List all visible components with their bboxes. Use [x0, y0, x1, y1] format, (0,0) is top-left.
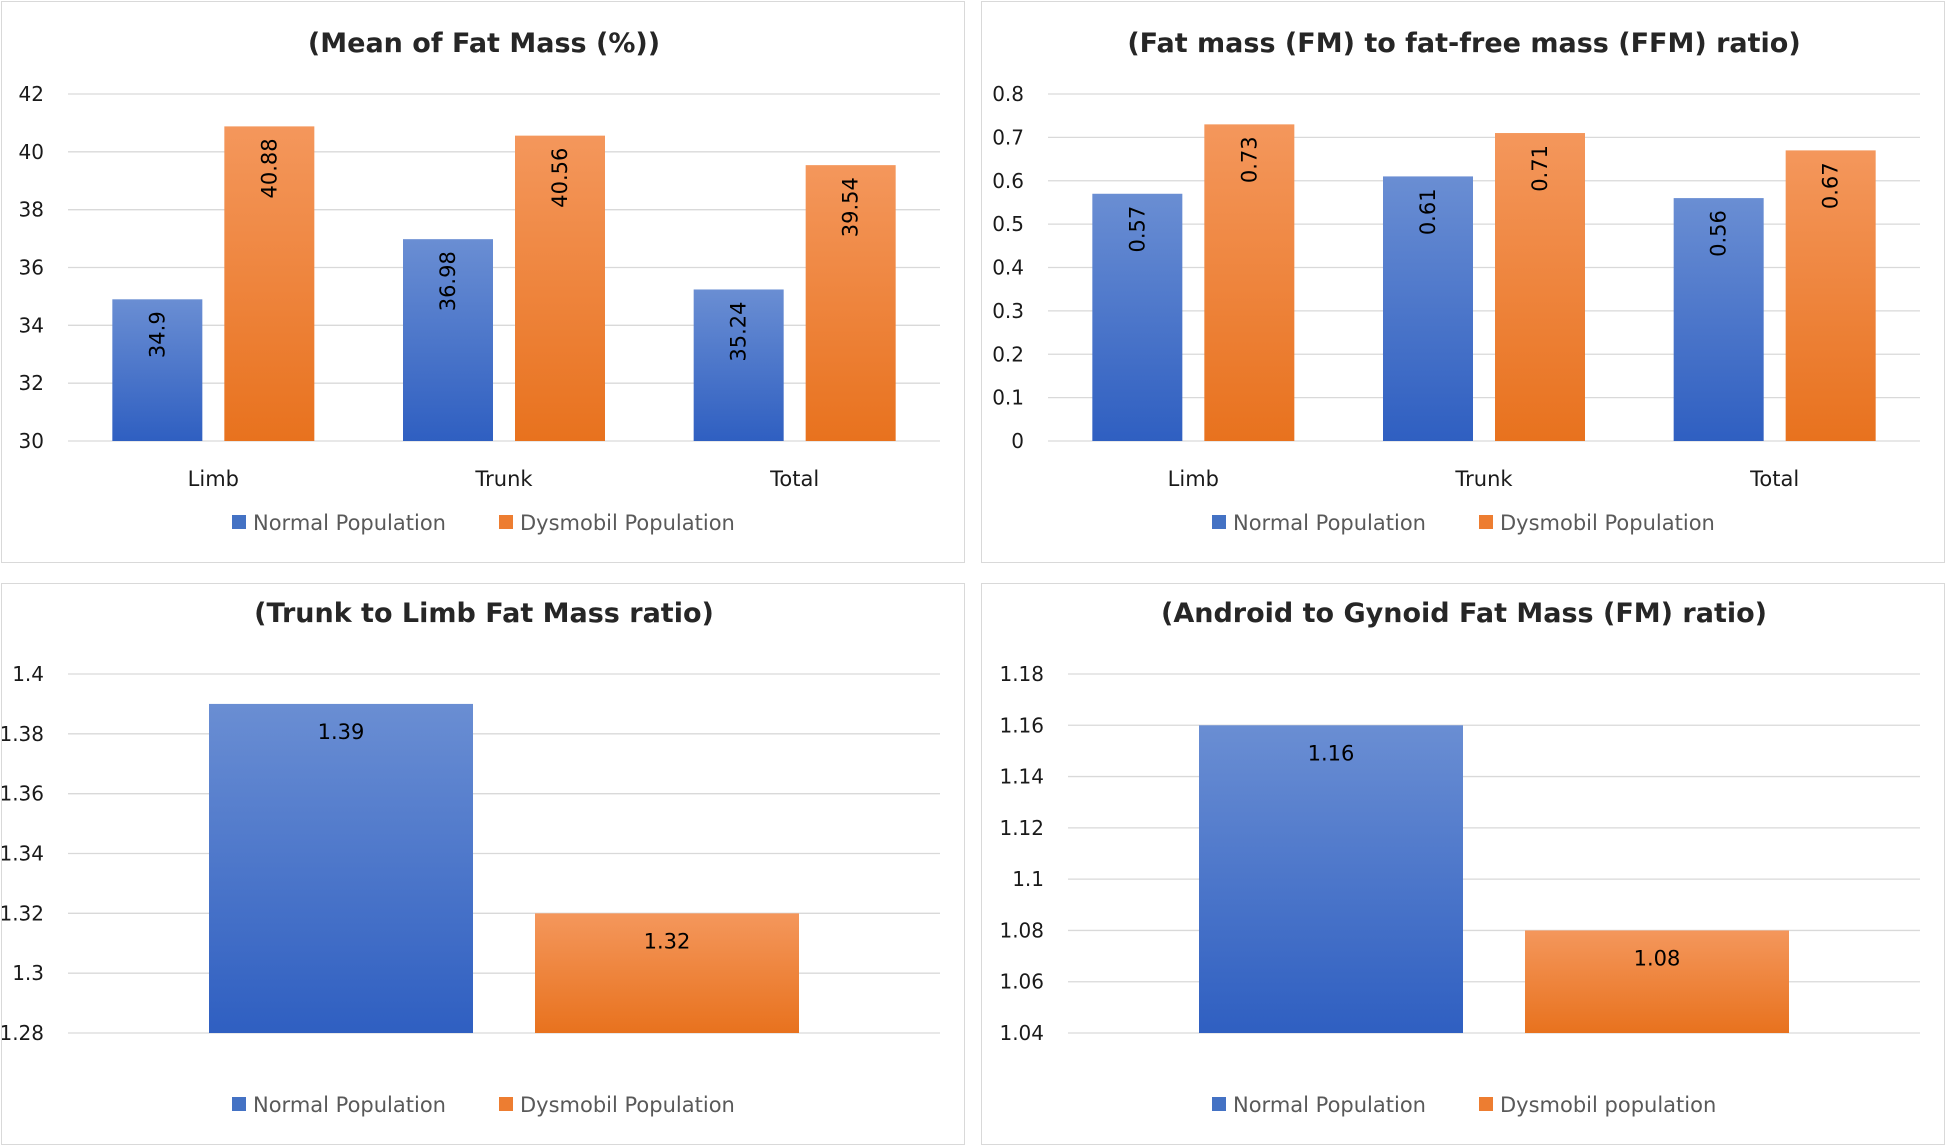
legend-swatch-normal	[232, 1097, 246, 1111]
y-tick-label: 30	[19, 429, 44, 453]
legend-label-dysmobil: Dysmobil Population	[520, 1093, 735, 1117]
y-tick-label: 1.12	[999, 816, 1044, 840]
legend-swatch-dysmobil	[499, 1097, 513, 1111]
data-label: 0.56	[1707, 210, 1731, 257]
chart-title: (Mean of Fat Mass (%))	[308, 28, 660, 59]
bar-normal-limb	[112, 299, 203, 441]
category-label: Trunk	[1454, 467, 1513, 491]
y-tick-label: 42	[19, 82, 44, 106]
legend-label-dysmobil: Dysmobil Population	[520, 511, 735, 535]
bar-normal	[1199, 725, 1463, 1033]
chart-panel-trunk-limb-ratio: (Trunk to Limb Fat Mass ratio) 1.28 1.3 1.3…	[1, 583, 965, 1145]
chart-panel-mean-fat-mass: (Mean of Fat Mass (%)) 30 32 34 36 38 40 42 34.9…	[1, 1, 965, 563]
category-label: Total	[769, 467, 819, 491]
data-label: 1.32	[644, 929, 691, 953]
legend-swatch-normal	[1212, 515, 1226, 529]
y-tick-label: 1.14	[999, 765, 1044, 789]
y-tick-label: 1.08	[999, 918, 1044, 942]
legend-label-normal: Normal Population	[1233, 511, 1426, 535]
legend-label-dysmobil: Dysmobil Population	[1500, 511, 1715, 535]
bar-dysmobil-limb	[224, 126, 315, 442]
y-tick-label: 0.6	[992, 169, 1024, 193]
legend-label-normal: Normal Population	[253, 1093, 446, 1117]
y-tick-label: 1.16	[999, 713, 1044, 737]
data-label: 1.16	[1308, 741, 1355, 765]
chart-title: (Android to Gynoid Fat Mass (FM) ratio)	[1161, 598, 1767, 629]
category-label: Limb	[1168, 467, 1219, 491]
data-label: 36.98	[436, 251, 460, 311]
bar-normal-limb	[1092, 193, 1183, 441]
y-tick-label: 1.18	[999, 662, 1044, 686]
chart-title: (Fat mass (FM) to fat-free mass (FFM) ra…	[1127, 28, 1800, 59]
data-label: 40.88	[257, 138, 281, 198]
bar-dysmobil-total	[805, 165, 896, 441]
y-tick-label: 1.32	[2, 901, 44, 925]
chart-panel-android-gynoid-ratio: (Android to Gynoid Fat Mass (FM) ratio) 1…	[981, 583, 1945, 1145]
data-label: 34.9	[145, 311, 169, 358]
legend-swatch-dysmobil	[1479, 515, 1493, 529]
category-label: Limb	[188, 467, 239, 491]
data-label: 0.73	[1237, 136, 1261, 183]
legend-label-dysmobil: Dysmobil population	[1500, 1093, 1716, 1117]
bar-dysmobil-trunk	[515, 135, 605, 441]
legend-label-normal: Normal Population	[1233, 1093, 1426, 1117]
y-tick-label: 1.1	[1012, 867, 1044, 891]
data-label: 0.57	[1125, 206, 1149, 253]
legend-label-normal: Normal Population	[253, 511, 446, 535]
chart-svg: (Trunk to Limb Fat Mass ratio) 1.28 1.3 1.3…	[2, 598, 940, 1117]
bar-dysmobil-trunk	[1495, 133, 1585, 441]
y-tick-label: 0.4	[992, 256, 1024, 280]
y-tick-label: 0.3	[992, 299, 1024, 323]
y-tick-label: 0.8	[992, 82, 1024, 106]
bar-dysmobil-limb	[1204, 124, 1295, 442]
chart-svg: (Mean of Fat Mass (%)) 30 32 34 36 38 40 42 34.9…	[19, 28, 940, 535]
y-tick-label: 0.7	[992, 125, 1024, 149]
data-label: 0.71	[1528, 145, 1552, 192]
y-tick-label: 1.34	[2, 842, 44, 866]
data-label: 40.56	[548, 148, 572, 208]
legend-swatch-normal	[1212, 1097, 1226, 1111]
y-tick-label: 1.36	[2, 782, 44, 806]
bar-dysmobil-total	[1785, 150, 1876, 441]
legend-swatch-normal	[232, 515, 246, 529]
chart-title: (Trunk to Limb Fat Mass ratio)	[254, 598, 714, 629]
y-tick-label: 1.06	[999, 970, 1044, 994]
data-label: 0.67	[1819, 162, 1843, 209]
data-label: 35.24	[727, 301, 751, 361]
y-tick-label: 1.38	[2, 722, 44, 746]
y-tick-label: 0.1	[992, 386, 1024, 410]
data-label: 0.61	[1416, 188, 1440, 235]
y-tick-label: 1.4	[12, 662, 44, 686]
chart-svg: (Fat mass (FM) to fat-free mass (FFM) ra…	[992, 28, 1920, 535]
y-tick-label: 36	[19, 256, 44, 280]
bar-normal-total	[1673, 198, 1764, 441]
y-tick-label: 0.2	[992, 342, 1024, 366]
bar-normal-total	[693, 289, 784, 441]
y-tick-label: 32	[19, 371, 44, 395]
chart-svg: (Android to Gynoid Fat Mass (FM) ratio) 1…	[999, 598, 1920, 1117]
data-label: 1.08	[1634, 946, 1681, 970]
y-tick-label: 0	[1011, 429, 1024, 453]
data-label: 1.39	[318, 720, 365, 744]
y-tick-label: 1.04	[999, 1021, 1044, 1045]
y-tick-label: 34	[19, 313, 44, 337]
bar-dysmobil	[1525, 930, 1789, 1033]
bar-normal-trunk	[403, 239, 493, 441]
bar-normal	[209, 703, 473, 1033]
legend-swatch-dysmobil	[499, 515, 513, 529]
category-label: Trunk	[474, 467, 533, 491]
data-label: 39.54	[839, 177, 863, 237]
bar-dysmobil	[535, 913, 799, 1033]
chart-panel-fm-ffm-ratio: (Fat mass (FM) to fat-free mass (FFM) ra…	[981, 1, 1945, 563]
bar-normal-trunk	[1383, 176, 1473, 441]
category-label: Total	[1749, 467, 1799, 491]
y-tick-label: 38	[19, 198, 44, 222]
y-tick-label: 1.28	[2, 1021, 44, 1045]
y-tick-label: 0.5	[992, 212, 1024, 236]
legend-swatch-dysmobil	[1479, 1097, 1493, 1111]
y-tick-label: 1.3	[12, 961, 44, 985]
y-tick-label: 40	[19, 140, 44, 164]
